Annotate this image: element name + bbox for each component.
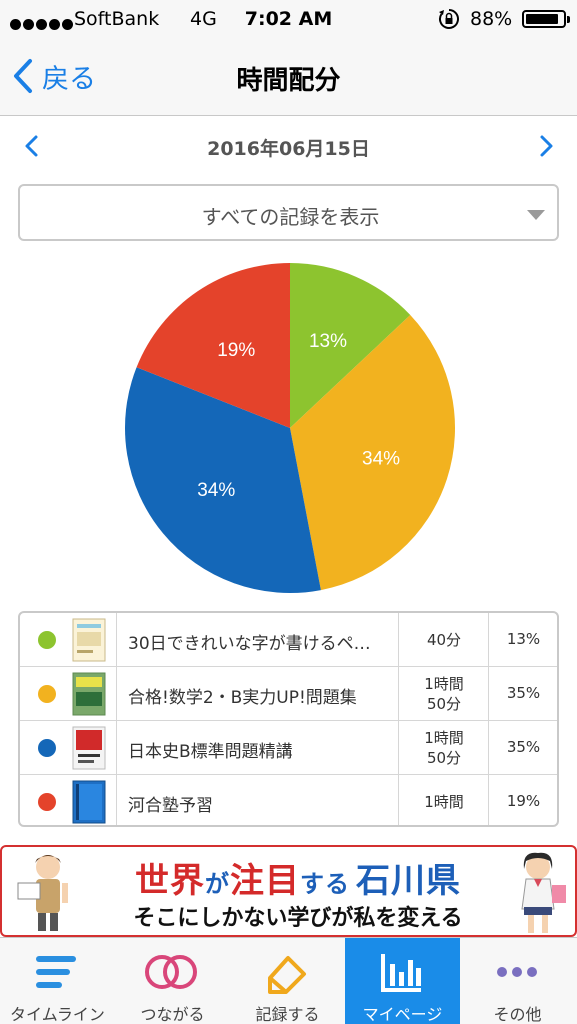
timeline-icon <box>36 956 76 988</box>
tab-label: つながる <box>140 1005 205 1024</box>
battery-icon <box>522 10 570 28</box>
record-name: 日本史B標準問題精講 <box>128 742 293 762</box>
record-filter-dropdown[interactable]: すべての記録を表示 <box>18 184 559 241</box>
color-bullet-icon <box>38 739 56 757</box>
record-name: 30日できれいな字が書けるペ… <box>128 634 371 654</box>
tab-more[interactable]: その他 <box>460 938 575 1024</box>
pie-slice-label-0: 13% <box>309 331 347 352</box>
previous-day-button[interactable] <box>18 132 46 160</box>
rotation-lock-icon <box>439 9 459 29</box>
duration-line: 50分 <box>426 695 462 713</box>
book-cover-thumbnail <box>72 726 106 770</box>
column-divider <box>488 667 489 721</box>
column-divider <box>398 721 399 775</box>
network-type: 4G <box>190 8 217 30</box>
bar-chart-icon <box>381 954 421 992</box>
record-percent: 35% <box>506 684 541 702</box>
duration-line: 1時間 <box>424 793 464 811</box>
column-divider <box>398 667 399 721</box>
tab-label: 記録する <box>255 1005 320 1024</box>
record-duration: 1時間 <box>400 792 488 812</box>
back-button[interactable]: 戻る <box>12 56 96 96</box>
duration-line: 40分 <box>426 631 462 649</box>
tab-connect[interactable]: つながる <box>115 938 230 1024</box>
duration-line: 1時間 <box>424 675 464 693</box>
record-percent: 35% <box>506 738 541 756</box>
status-time: 7:02 AM <box>244 8 333 30</box>
back-label: 戻る <box>42 63 96 95</box>
color-bullet-icon <box>38 793 56 811</box>
tab-timeline[interactable]: タイムライン <box>0 938 115 1024</box>
student-illustration-left <box>17 855 68 931</box>
student-illustration-right <box>521 852 566 933</box>
column-divider <box>488 775 489 825</box>
navigation-bar: 戻る 時間配分 <box>0 38 577 116</box>
banner-tagline: そこにしかない学びが私を変える <box>133 906 463 931</box>
record-percent: 19% <box>506 792 541 810</box>
tab-bar: タイムライン つながる 記録する マイページ その他 <box>0 937 577 1024</box>
tab-mypage[interactable]: マイページ <box>345 938 460 1024</box>
record-duration: 1時間 50分 <box>400 728 488 768</box>
record-duration: 1時間 50分 <box>400 674 488 714</box>
column-divider <box>116 721 117 775</box>
dropdown-caret-icon <box>527 210 545 220</box>
column-divider <box>488 613 489 667</box>
next-day-button[interactable] <box>532 132 560 160</box>
pie-slice-2 <box>124 367 321 593</box>
tab-label: タイムライン <box>10 1005 105 1024</box>
column-divider <box>116 775 117 825</box>
pie-slice-label-3: 19% <box>217 340 255 361</box>
tab-label: その他 <box>493 1005 542 1024</box>
duration-line: 50分 <box>426 749 462 767</box>
battery-percent: 88% <box>470 8 513 30</box>
banner-headline: 世界が注目する 石川県 <box>135 861 461 901</box>
record-name: 河合塾予習 <box>128 796 213 816</box>
color-bullet-icon <box>38 631 56 649</box>
date-selector: 2016年06月15日 <box>0 124 577 168</box>
pie-slice-label-1: 34% <box>362 449 400 470</box>
column-divider <box>116 613 117 667</box>
time-allocation-pie-chart: 13% 34% 34% 19% <box>124 263 455 593</box>
current-date: 2016年06月15日 <box>207 138 370 160</box>
table-row[interactable]: 合格!数学2・B実力UP!問題集 1時間 50分 35% <box>20 667 557 721</box>
table-row[interactable]: 河合塾予習 1時間 19% <box>20 775 557 825</box>
book-cover-thumbnail <box>72 672 106 716</box>
record-percent: 13% <box>506 630 541 648</box>
book-cover-thumbnail <box>72 618 106 662</box>
duration-line: 1時間 <box>424 729 464 747</box>
connect-rings-icon <box>145 955 197 989</box>
chevron-left-icon <box>14 59 32 93</box>
tab-record[interactable]: 記録する <box>230 938 345 1024</box>
ad-banner[interactable]: 世界が注目する 石川県 そこにしかない学びが私を変える <box>0 845 577 937</box>
column-divider <box>398 613 399 667</box>
status-bar: SoftBank 4G 7:02 AM 88% <box>0 0 577 38</box>
pie-slice-0 <box>290 263 411 428</box>
column-divider <box>116 667 117 721</box>
records-table: 30日できれいな字が書けるペ… 40分 13% 合格!数学2・B実力UP!問題集 1時間… <box>18 611 559 827</box>
column-divider <box>398 775 399 825</box>
color-bullet-icon <box>38 685 56 703</box>
tab-label: マイページ <box>362 1005 443 1024</box>
table-row[interactable]: 30日できれいな字が書けるペ… 40分 13% <box>20 613 557 667</box>
pie-slice-3 <box>136 263 290 428</box>
carrier-name: SoftBank <box>74 8 160 30</box>
column-divider <box>488 721 489 775</box>
pie-slice-1 <box>290 315 455 591</box>
record-pencil-icon <box>268 956 306 994</box>
filter-selected-value: すべての記録を表示 <box>201 205 380 229</box>
signal-strength-icon <box>10 13 75 35</box>
page-title: 時間配分 <box>236 66 341 96</box>
table-row[interactable]: 日本史B標準問題精講 1時間 50分 35% <box>20 721 557 775</box>
record-duration: 40分 <box>400 630 488 650</box>
more-dots-icon <box>497 967 537 977</box>
record-name: 合格!数学2・B実力UP!問題集 <box>128 688 357 708</box>
book-cover-thumbnail <box>72 780 106 824</box>
pie-slice-label-2: 34% <box>197 480 235 501</box>
